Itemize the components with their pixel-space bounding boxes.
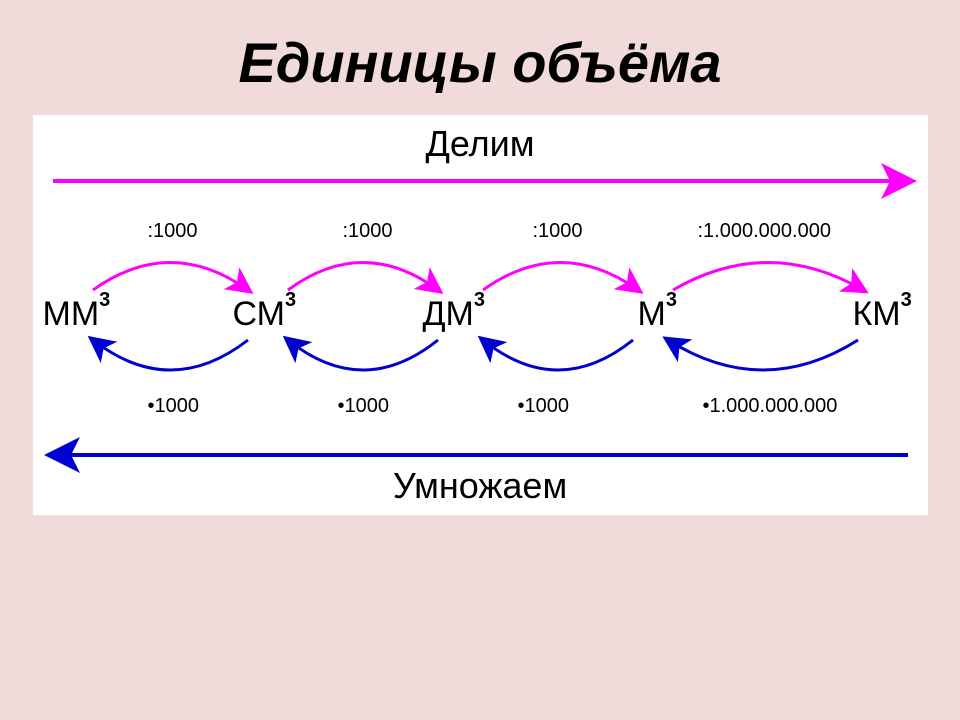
- unit-см: СМ3: [233, 295, 297, 334]
- divide-factor-0: :1000: [148, 220, 198, 243]
- multiply-factor-3: •1.000.000.000: [703, 395, 838, 418]
- multiply-factor-2: •1000: [518, 395, 570, 418]
- page-title: Единицы объёма: [0, 0, 960, 115]
- diagram-panel: Делим Умножаем ММ3СМ3ДМ3М3КМ3 :1000:1000…: [33, 115, 928, 515]
- multiply-factor-0: •1000: [148, 395, 200, 418]
- unit-км: КМ3: [853, 295, 912, 334]
- unit-дм: ДМ3: [423, 295, 485, 334]
- multiply-factor-1: •1000: [338, 395, 390, 418]
- unit-м: М3: [638, 295, 677, 334]
- divide-factor-2: :1000: [533, 220, 583, 243]
- divide-factor-3: :1.000.000.000: [698, 220, 831, 243]
- unit-мм: ММ3: [43, 295, 111, 334]
- divide-factor-1: :1000: [343, 220, 393, 243]
